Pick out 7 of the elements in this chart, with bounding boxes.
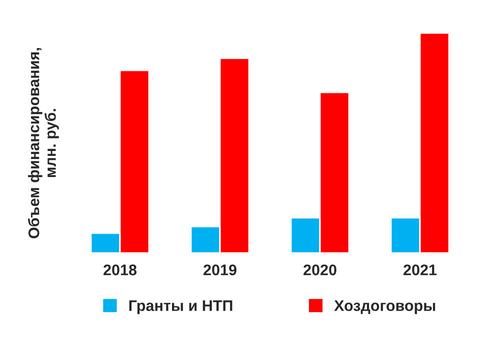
x-tick-label: 2020 [304,264,336,276]
legend-label: Хоздоговоры [334,300,436,314]
x-tick-label: 2021 [404,264,437,276]
x-tick-label: 2018 [104,264,137,276]
x-tick-label: 2019 [204,264,236,276]
y-axis-title: Объем финансирования, млн. руб. [28,48,59,238]
legend-label: Гранты и НТП [129,300,232,314]
